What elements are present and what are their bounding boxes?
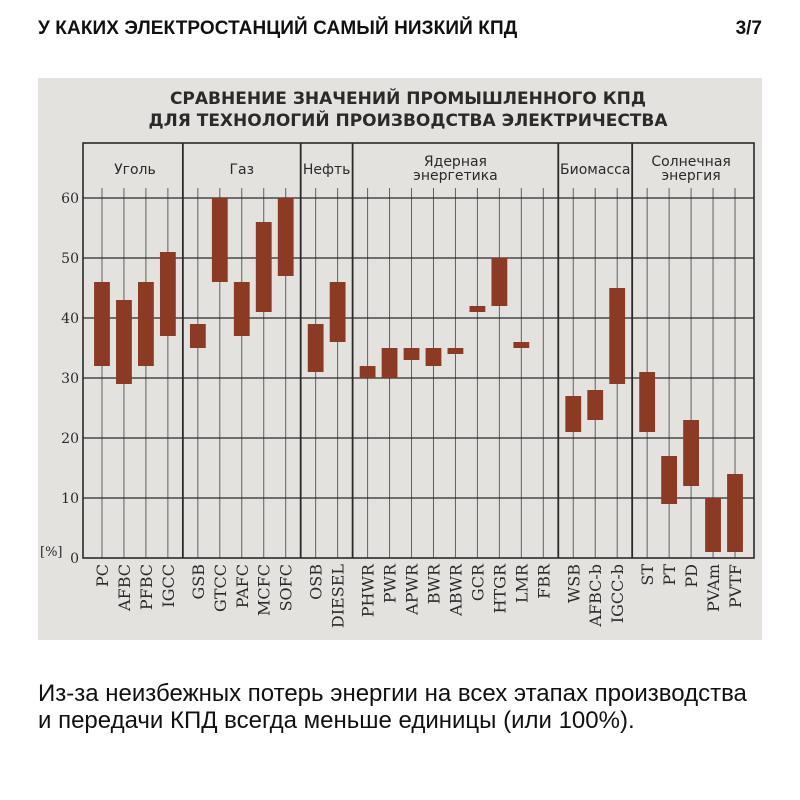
category-label: DIESEL xyxy=(329,564,348,628)
efficiency-chart: СРАВНЕНИЕ ЗНАЧЕНИЙ ПРОМЫШЛЕННОГО КПД ДЛЯ… xyxy=(40,87,755,628)
category-label: AFBC xyxy=(115,564,134,612)
range-bar-afbc-b xyxy=(587,390,604,420)
category-label: PWR xyxy=(381,563,400,603)
category-label: MCFC xyxy=(255,564,274,616)
range-bar-pwr xyxy=(381,348,398,378)
range-bar-osb xyxy=(307,324,324,372)
caption-text: Из-за неизбежных потерь энергии на всех … xyxy=(38,680,747,734)
range-bar-sofc xyxy=(277,198,294,276)
range-bar-gsb xyxy=(189,324,206,348)
range-bar-wsb xyxy=(565,396,582,432)
range-bar-pc xyxy=(94,282,110,366)
group-label: Биомасса xyxy=(560,162,630,178)
range-bar-pvam xyxy=(705,498,721,552)
chart-subtitle: ДЛЯ ТЕХНОЛОГИЙ ПРОИЗВОДСТВА ЭЛЕКТРИЧЕСТВ… xyxy=(148,109,668,131)
category-label: GCR xyxy=(468,563,487,601)
category-label: BWR xyxy=(424,563,443,604)
range-bar-phwr xyxy=(359,366,376,378)
y-tick-label: 60 xyxy=(61,191,79,207)
range-bar-gcr xyxy=(469,306,486,312)
range-bar-diesel xyxy=(329,282,346,342)
range-bar-bwr xyxy=(425,348,442,366)
range-bar-apwr xyxy=(403,348,420,360)
range-bar-pafc xyxy=(233,282,250,336)
group-label: Уголь xyxy=(114,162,156,178)
range-bar-igcc-b xyxy=(609,288,626,384)
category-label: WSB xyxy=(564,564,583,603)
scanned-chart: СРАВНЕНИЕ ЗНАЧЕНИЙ ПРОМЫШЛЕННОГО КПД ДЛЯ… xyxy=(38,78,762,640)
category-label: GTCC xyxy=(211,564,230,612)
y-tick-label: 30 xyxy=(61,371,79,387)
slide-title: У КАКИХ ЭЛЕКТРОСТАНЦИЙ САМЫЙ НИЗКИЙ КПД xyxy=(38,18,518,39)
category-label: ST xyxy=(638,564,657,586)
y-tick-label: 0 xyxy=(70,551,79,567)
plot-frame xyxy=(82,142,755,559)
category-label: PVTF xyxy=(726,564,745,608)
category-label: FBR xyxy=(534,563,553,599)
category-label: PVAm xyxy=(704,564,723,612)
y-axis-label: [%] xyxy=(40,545,63,560)
range-bar-abwr xyxy=(447,348,464,354)
category-label: AFBC-b xyxy=(586,564,605,628)
category-label: GSB xyxy=(189,564,208,600)
category-label: SOFC xyxy=(277,564,296,611)
range-bar-st xyxy=(639,372,656,432)
category-label: PD xyxy=(682,564,701,588)
category-label: APWR xyxy=(403,563,422,616)
y-tick-label: 10 xyxy=(61,491,79,507)
category-label: PHWR xyxy=(359,563,378,617)
group-label: Газ xyxy=(229,162,254,178)
category-label: IGCC-b xyxy=(608,564,627,623)
range-bar-htgr xyxy=(491,258,508,306)
page-indicator: 3/7 xyxy=(735,18,762,39)
range-bar-gtcc xyxy=(211,198,228,282)
category-label: OSB xyxy=(307,564,326,600)
y-tick-label: 50 xyxy=(61,251,79,267)
category-label: ABWR xyxy=(446,563,465,617)
range-bar-pt xyxy=(661,456,678,504)
category-label: PFBC xyxy=(137,564,156,610)
range-bar-pvtf xyxy=(727,474,743,552)
category-label: IGCC xyxy=(159,564,178,608)
y-tick-label: 40 xyxy=(61,311,79,327)
range-bar-lmr xyxy=(513,342,530,348)
chart-title: СРАВНЕНИЕ ЗНАЧЕНИЙ ПРОМЫШЛЕННОГО КПД xyxy=(170,87,646,109)
range-bar-pfbc xyxy=(138,282,154,366)
range-bar-igcc xyxy=(159,252,176,336)
group-label: Солнечная энергия xyxy=(651,154,730,184)
y-tick-label: 20 xyxy=(61,431,79,447)
range-bar-mcfc xyxy=(255,222,272,312)
category-label: PAFC xyxy=(233,564,252,608)
group-label: Ядерная энергетика xyxy=(413,154,498,184)
category-label: HTGR xyxy=(490,563,509,613)
category-label: LMR xyxy=(512,563,531,603)
range-bar-pd xyxy=(683,420,699,486)
group-label: Нефть xyxy=(303,162,351,178)
category-label: PC xyxy=(93,564,112,587)
range-bar-afbc xyxy=(116,300,132,384)
category-label: PT xyxy=(660,564,679,586)
